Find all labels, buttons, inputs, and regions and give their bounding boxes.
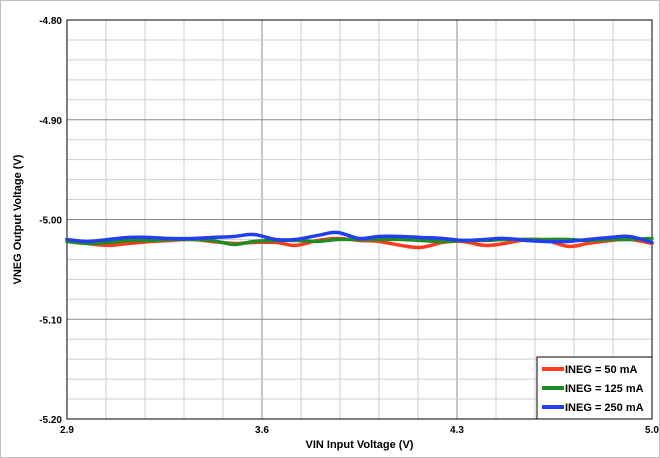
- x-tick-label: 2.9: [60, 425, 74, 436]
- x-axis-label: VIN Input Voltage (V): [306, 439, 414, 451]
- legend-label-50ma: INEG = 50 mA: [565, 364, 638, 376]
- y-axis-ticks: -4.80 -4.90 -5.00 -5.10 -5.20: [39, 16, 62, 426]
- x-tick-label: 5.0: [645, 425, 659, 436]
- x-axis-ticks: 2.9 3.6 4.3 5.0: [60, 425, 659, 436]
- y-tick-label: -4.90: [39, 116, 62, 127]
- y-tick-label: -5.00: [39, 216, 62, 227]
- y-tick-label: -4.80: [39, 16, 62, 27]
- y-axis-label: VNEG Output Voltage (V): [12, 154, 24, 284]
- plot-area: [66, 19, 653, 420]
- legend-label-125ma: INEG = 125 mA: [565, 383, 644, 395]
- x-tick-label: 3.6: [255, 425, 269, 436]
- legend: INEG = 50 mA INEG = 125 mA INEG = 250 mA: [536, 356, 653, 420]
- x-tick-label: 4.3: [450, 425, 464, 436]
- series-line-250ma: [65, 230, 654, 245]
- y-tick-label: -5.10: [39, 315, 62, 326]
- series-lines: [65, 230, 654, 250]
- y-tick-label: -5.20: [39, 415, 62, 426]
- legend-label-250ma: INEG = 250 mA: [565, 402, 644, 414]
